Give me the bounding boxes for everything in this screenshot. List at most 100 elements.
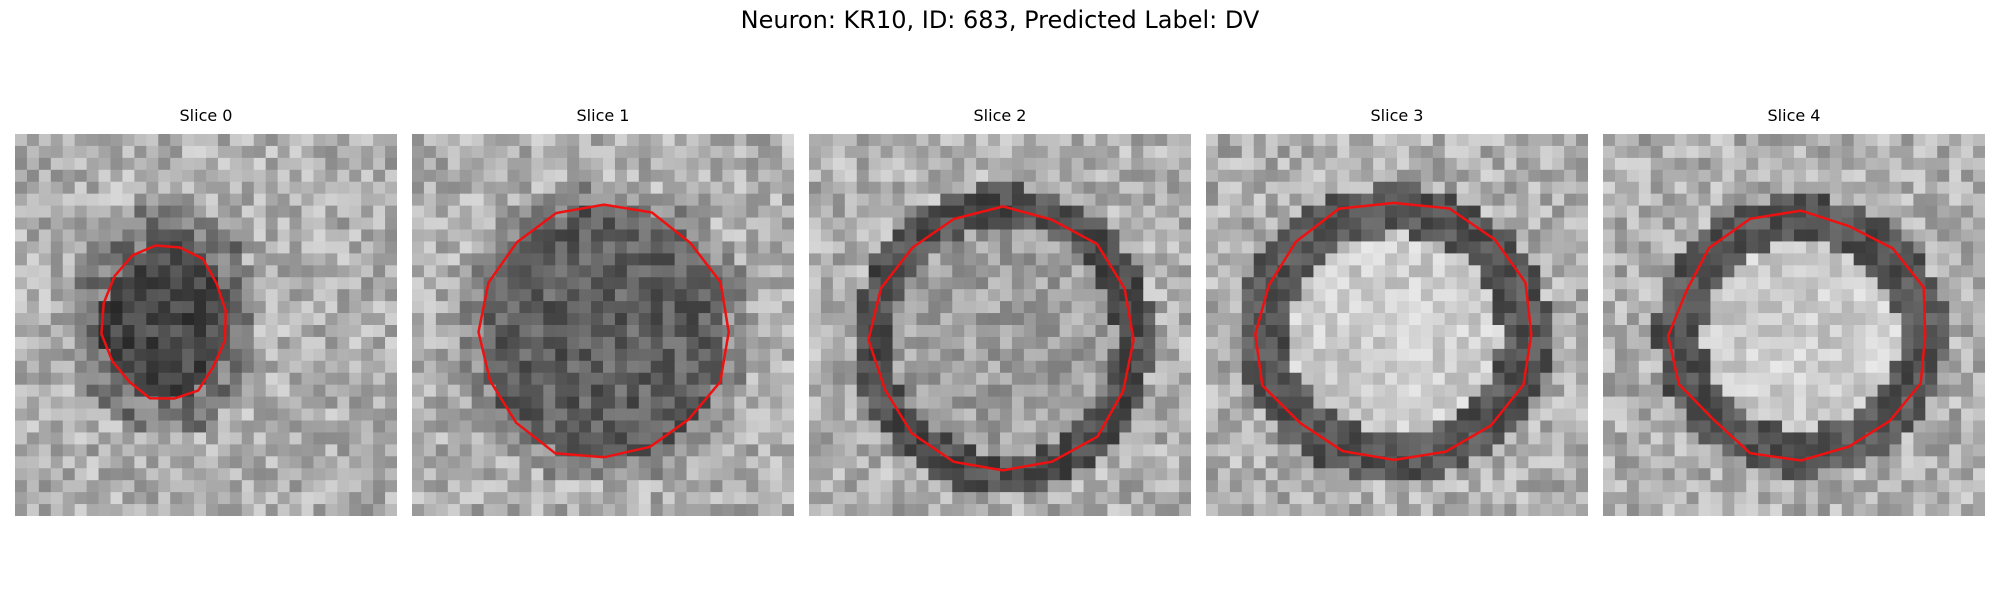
pixel-cell bbox=[844, 289, 858, 302]
pixel-cell bbox=[928, 468, 941, 481]
pixel-cell bbox=[964, 217, 977, 231]
pixel-cell bbox=[74, 313, 88, 326]
pixel-cell bbox=[820, 265, 834, 278]
pixel-cell bbox=[134, 253, 147, 266]
pixel-cell bbox=[1770, 253, 1783, 266]
pixel-cell bbox=[722, 181, 735, 195]
pixel-cell bbox=[26, 408, 40, 422]
pixel-cell bbox=[170, 181, 183, 195]
pixel-cell bbox=[674, 169, 688, 183]
pixel-cell bbox=[50, 408, 64, 422]
pixel-cell bbox=[988, 348, 1001, 362]
pixel-cell bbox=[241, 396, 255, 410]
pixel-cell bbox=[182, 480, 195, 493]
pixel-cell bbox=[1313, 181, 1326, 195]
pixel-cell bbox=[1710, 372, 1723, 386]
pixel-cell bbox=[1698, 336, 1712, 350]
pixel-cell bbox=[1734, 193, 1747, 207]
pixel-cell bbox=[182, 504, 195, 516]
pixel-cell bbox=[1925, 145, 1938, 159]
pixel-cell bbox=[1265, 504, 1279, 516]
pixel-cell bbox=[710, 336, 723, 350]
pixel-cell bbox=[1047, 145, 1061, 159]
pixel-cell bbox=[182, 145, 195, 159]
pixel-cell bbox=[928, 336, 941, 350]
pixel-cell bbox=[471, 289, 485, 302]
pixel-cell bbox=[1456, 145, 1470, 159]
pixel-cell bbox=[1349, 181, 1362, 195]
pixel-cell bbox=[1277, 313, 1291, 326]
pixel-cell bbox=[844, 181, 858, 195]
pixel-cell bbox=[1913, 157, 1926, 171]
pixel-cell bbox=[1408, 157, 1422, 171]
pixel-cell bbox=[217, 408, 231, 422]
pixel-cell bbox=[770, 432, 783, 445]
pixel-cell bbox=[904, 420, 918, 434]
pixel-cell bbox=[686, 492, 700, 505]
pixel-cell bbox=[1805, 444, 1819, 457]
pixel-cell bbox=[289, 444, 303, 457]
pixel-cell bbox=[1349, 205, 1362, 219]
pixel-cell bbox=[1913, 265, 1926, 278]
pixel-cell bbox=[1949, 301, 1962, 314]
pixel-cell bbox=[543, 384, 556, 398]
pixel-cell bbox=[976, 420, 989, 434]
pixel-cell bbox=[1083, 456, 1097, 469]
pixel-cell bbox=[710, 181, 723, 195]
pixel-cell bbox=[626, 420, 640, 434]
pixel-cell bbox=[1444, 492, 1458, 505]
pixel-cell bbox=[1650, 336, 1664, 350]
pixel-cell bbox=[734, 157, 747, 171]
pixel-cell bbox=[325, 336, 338, 350]
pixel-cell bbox=[1289, 265, 1303, 278]
pixel-cell bbox=[591, 492, 604, 505]
pixel-cell bbox=[1206, 253, 1219, 266]
pixel-cell bbox=[868, 372, 882, 386]
pixel-cell bbox=[1349, 348, 1362, 362]
pixel-cell bbox=[916, 265, 929, 278]
pixel-cell bbox=[892, 432, 906, 445]
pixel-cell bbox=[1853, 408, 1867, 422]
pixel-cell bbox=[170, 360, 183, 374]
pixel-cell bbox=[1000, 134, 1013, 147]
pixel-cell bbox=[1011, 301, 1025, 314]
pixel-cell bbox=[1023, 169, 1037, 183]
pixel-cell bbox=[313, 456, 326, 469]
pixel-cell bbox=[1397, 336, 1410, 350]
pixel-cell bbox=[1349, 480, 1362, 493]
pixel-cell bbox=[1746, 265, 1759, 278]
pixel-cell bbox=[1349, 277, 1362, 290]
pixel-cell bbox=[710, 360, 723, 374]
pixel-cell bbox=[229, 456, 243, 469]
pixel-cell bbox=[1961, 205, 1974, 219]
pixel-cell bbox=[1432, 396, 1446, 410]
pixel-cell bbox=[1119, 444, 1132, 457]
pixel-cell bbox=[1889, 193, 1903, 207]
pixel-cell bbox=[1650, 384, 1664, 398]
pixel-cell bbox=[1758, 134, 1771, 147]
pixel-cell bbox=[1468, 492, 1482, 505]
pixel-cell bbox=[1301, 265, 1315, 278]
pixel-cell bbox=[412, 313, 425, 326]
pixel-cell bbox=[1710, 313, 1723, 326]
pixel-cell bbox=[591, 217, 604, 231]
pixel-cell bbox=[1782, 372, 1795, 386]
pixel-cell bbox=[543, 169, 556, 183]
slice-image-4 bbox=[1603, 134, 1985, 516]
pixel-cell bbox=[1638, 181, 1652, 195]
pixel-cell bbox=[614, 145, 628, 159]
pixel-cell bbox=[134, 193, 147, 207]
pixel-cell bbox=[543, 229, 556, 243]
pixel-cell bbox=[507, 384, 521, 398]
pixel-cell bbox=[722, 145, 735, 159]
pixel-cell bbox=[1131, 372, 1144, 386]
pixel-cell bbox=[734, 229, 747, 243]
pixel-cell bbox=[217, 384, 231, 398]
pixel-cell bbox=[1603, 432, 1616, 445]
pixel-cell bbox=[662, 181, 676, 195]
pixel-cell bbox=[626, 372, 640, 386]
pixel-cell bbox=[1337, 169, 1350, 183]
pixel-cell bbox=[880, 336, 894, 350]
pixel-cell bbox=[289, 289, 303, 302]
pixel-cell bbox=[976, 301, 989, 314]
